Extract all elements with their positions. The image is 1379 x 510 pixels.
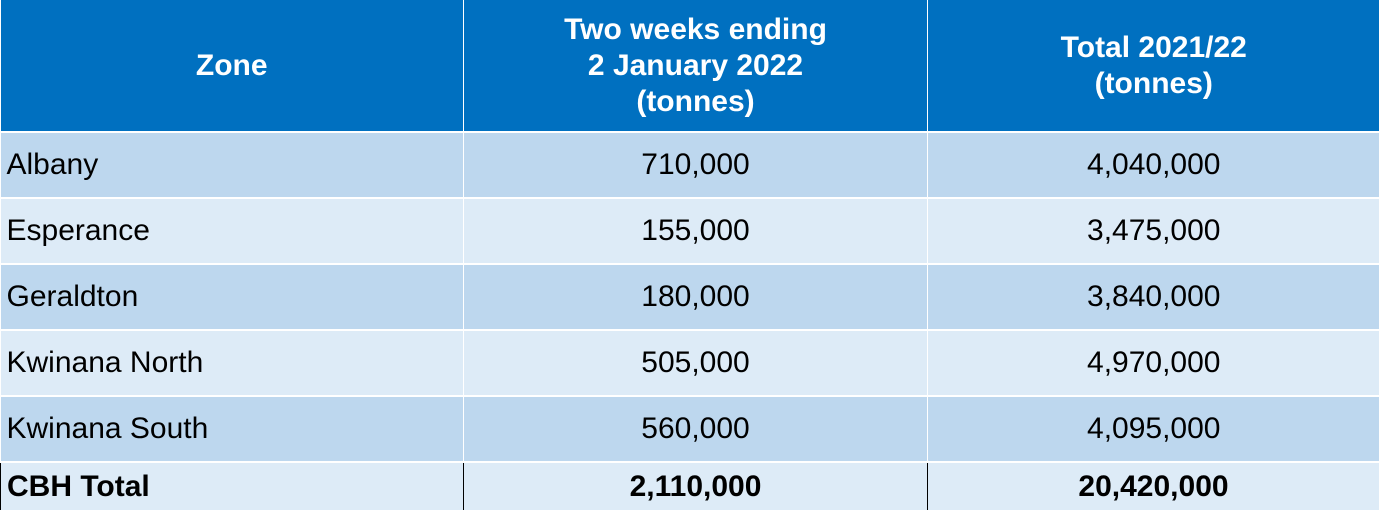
zone-cell: Kwinana South [0, 396, 464, 463]
two-weeks-cell: 560,000 [463, 396, 928, 463]
two-weeks-cell: 180,000 [463, 264, 928, 331]
season-total-cell: 3,840,000 [927, 264, 1379, 331]
table-footer: CBH Total 2,110,000 20,420,000 [0, 461, 1379, 510]
header-two-weeks-line-1: Two weeks ending [564, 12, 827, 46]
total-two-weeks-cell: 2,110,000 [463, 461, 928, 510]
header-two-weeks-line-3: (tonnes) [636, 84, 755, 118]
header-two-weeks-line-2: 2 January 2022 [587, 48, 804, 82]
table-header: Zone Two weeks ending 2 January 2022 (to… [0, 0, 1379, 133]
two-weeks-cell: 710,000 [463, 132, 928, 199]
table-row: Kwinana North 505,000 4,970,000 [0, 330, 1379, 397]
season-total-cell: 3,475,000 [927, 198, 1379, 265]
season-total-cell: 4,970,000 [927, 330, 1379, 397]
header-zone-label: Zone [195, 48, 268, 82]
table-row: Geraldton 180,000 3,840,000 [0, 264, 1379, 331]
two-weeks-cell: 505,000 [463, 330, 928, 397]
zone-cell: Albany [0, 132, 464, 199]
two-weeks-cell: 155,000 [463, 198, 928, 265]
table-row: Albany 710,000 4,040,000 [0, 132, 1379, 199]
zone-cell: Geraldton [0, 264, 464, 331]
header-zone: Zone [0, 0, 464, 133]
total-zone-cell: CBH Total [0, 461, 464, 510]
table-row: Kwinana South 560,000 4,095,000 [0, 396, 1379, 463]
header-row: Zone Two weeks ending 2 January 2022 (to… [0, 0, 1379, 133]
total-season-cell: 20,420,000 [927, 461, 1379, 510]
table-row: Esperance 155,000 3,475,000 [0, 198, 1379, 265]
season-total-cell: 4,095,000 [927, 396, 1379, 463]
zone-cell: Esperance [0, 198, 464, 265]
total-row: CBH Total 2,110,000 20,420,000 [0, 461, 1379, 510]
header-season-total-line-1: Total 2021/22 [1060, 30, 1247, 64]
header-two-weeks: Two weeks ending 2 January 2022 (tonnes) [463, 0, 928, 133]
header-season-total: Total 2021/22 (tonnes) [927, 0, 1379, 133]
table-body: Albany 710,000 4,040,000 Esperance 155,0… [0, 132, 1379, 463]
zone-cell: Kwinana North [0, 330, 464, 397]
header-season-total-line-2: (tonnes) [1094, 66, 1213, 100]
season-total-cell: 4,040,000 [927, 132, 1379, 199]
